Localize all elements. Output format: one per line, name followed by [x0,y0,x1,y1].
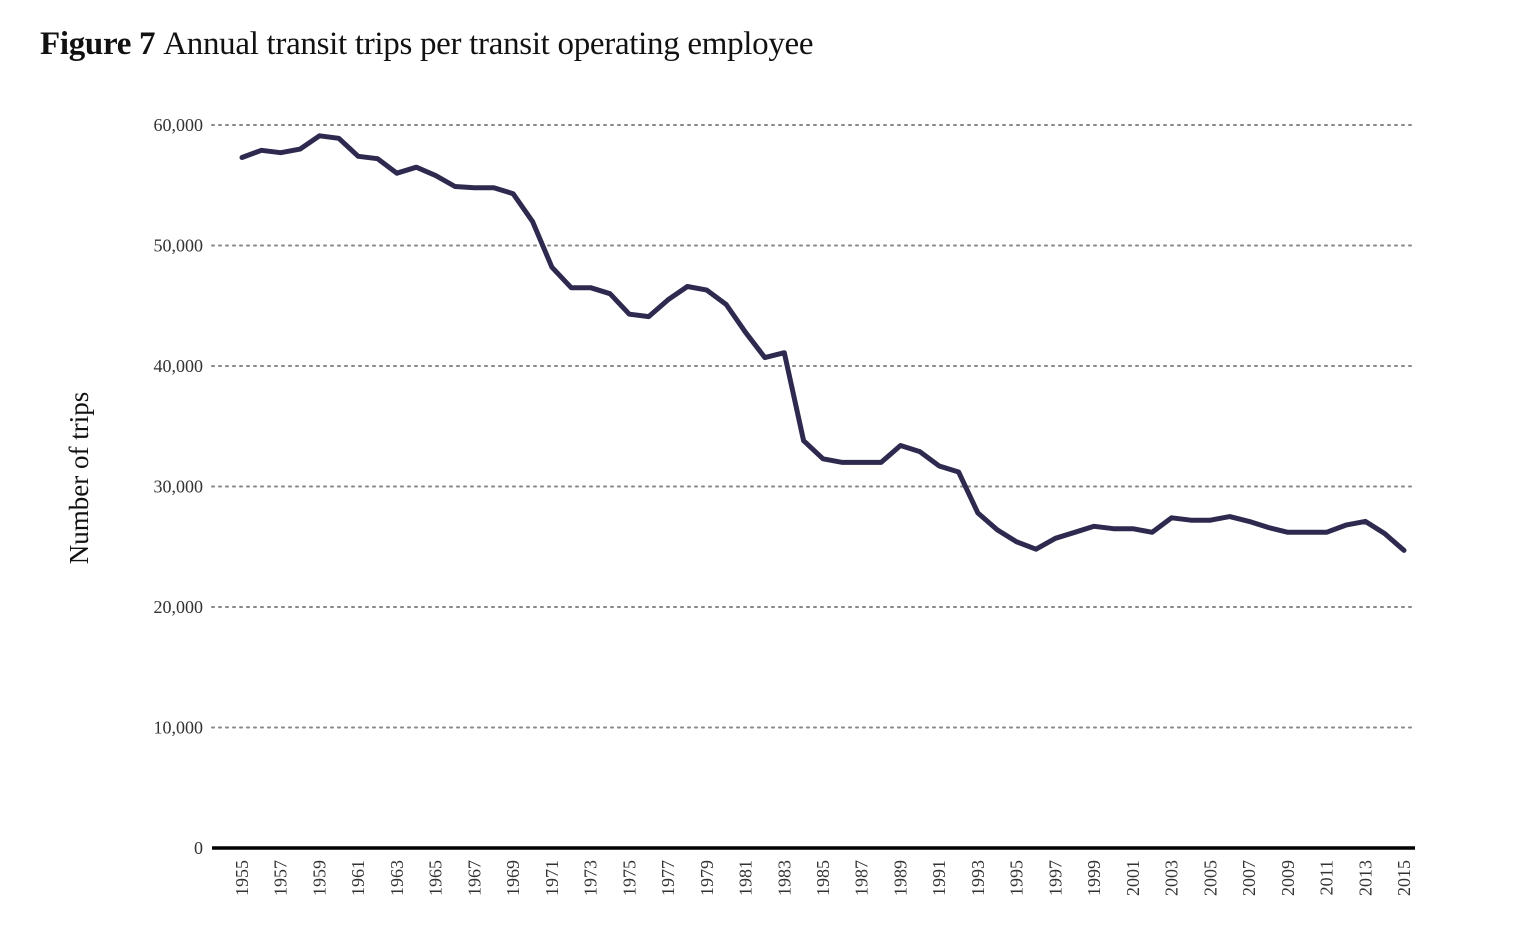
figure-number: Figure 7 [40,26,156,62]
x-tick-label: 1999 [1084,860,1104,896]
x-tick-label: 2005 [1200,860,1220,896]
y-tick-labels: 0 10,000 20,000 30,000 40,000 50,000 60,000 [154,115,204,858]
x-tick-label: 1987 [852,860,872,896]
y-tick-label: 60,000 [154,115,204,135]
x-tick-label: 1957 [271,860,291,896]
x-tick-label: 1969 [503,860,523,896]
x-tick-label: 1973 [581,860,601,896]
x-tick-label: 2009 [1278,860,1298,896]
y-tick-label: 20,000 [154,597,204,617]
y-tick-label: 50,000 [154,236,204,256]
series-lines [239,133,1407,553]
x-tick-label: 1967 [464,860,484,896]
y-tick-label: 10,000 [154,718,204,738]
y-tick-label: 0 [194,838,203,858]
x-tick-label: 2011 [1317,860,1337,895]
x-tick-label: 1965 [426,860,446,896]
x-tick-label: 1997 [1045,860,1065,896]
y-axis-title: Number of trips [64,392,94,564]
x-tick-label: 2003 [1162,860,1182,896]
y-tick-label: 40,000 [154,356,204,376]
x-tick-label: 1991 [929,860,949,896]
x-tick-label: 1979 [697,860,717,896]
x-tick-label: 2013 [1355,860,1375,896]
figure-caption: Annual transit trips per transit operati… [163,26,814,62]
x-tick-labels: 1955 1957 1959 1961 1963 1965 1967 1969 1971 1973… [232,860,1414,896]
x-tick-label: 1963 [387,860,407,896]
y-tick-label: 30,000 [154,477,204,497]
x-tick-label: 2007 [1239,860,1259,896]
x-tick-label: 1993 [968,860,988,896]
x-tick-label: 1975 [619,860,639,896]
x-tick-label: 1981 [736,860,756,896]
series-line [239,133,1407,553]
x-tick-label: 1989 [890,860,910,896]
x-tick-label: 1961 [348,860,368,896]
x-tick-label: 1971 [542,860,562,896]
x-tick-label: 1955 [232,860,252,896]
x-tick-label: 1977 [658,860,678,896]
gridlines [211,124,1416,729]
x-tick-label: 1959 [309,860,329,896]
x-tick-label: 1983 [774,860,794,896]
x-tick-label: 1985 [813,860,833,896]
x-tick-label: 2001 [1123,860,1143,896]
x-tick-label: 2015 [1394,860,1414,896]
figure-title: Figure 7 Annual transit trips per transit… [40,26,814,63]
x-tick-label: 1995 [1007,860,1027,896]
